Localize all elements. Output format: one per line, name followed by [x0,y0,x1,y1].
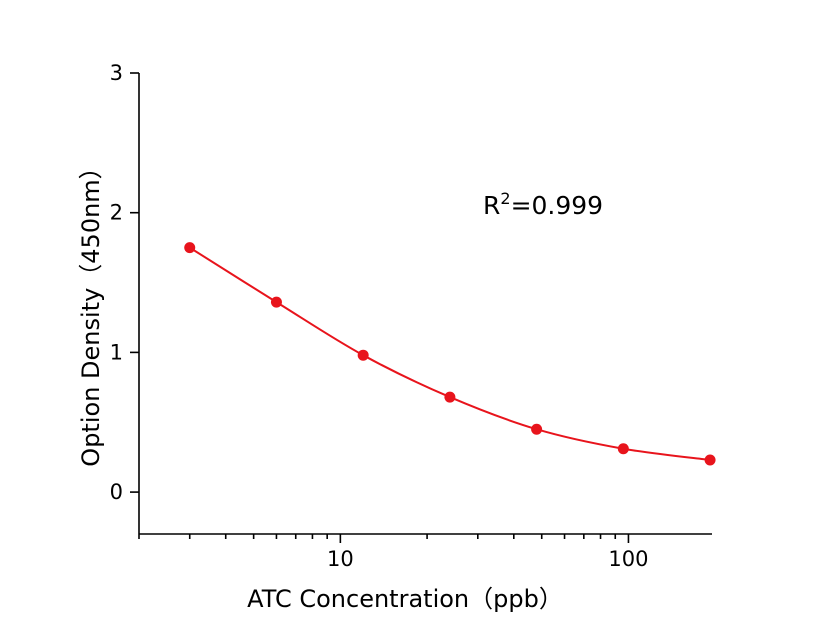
data-point [357,349,369,361]
y-ticks: 0 1 2 3 [110,61,139,504]
x-tick-label: 100 [608,547,648,571]
r-squared-superscript: 2 [500,189,510,208]
r-squared-value: =0.999 [511,191,604,220]
data-point [444,391,456,403]
r-squared-base: R [483,191,500,220]
data-point [617,443,629,455]
r-squared-annotation: R2=0.999 [483,189,603,220]
data-points [184,242,716,466]
data-point [184,242,196,254]
data-point [704,454,716,466]
fit-curve [189,246,711,461]
x-axis-title: ATC Concentration（ppb） [247,585,563,613]
data-point [270,296,282,308]
data-point [531,423,543,435]
axes [138,73,712,535]
x-tick-label: 10 [327,547,354,571]
x-ticks: 10 100 [138,534,648,571]
y-axis-title: Option Density（450nm） [77,155,105,466]
y-tick-label: 0 [110,480,123,504]
y-tick-label: 3 [110,61,123,85]
y-tick-label: 1 [110,340,123,364]
y-tick-label: 2 [110,201,123,225]
